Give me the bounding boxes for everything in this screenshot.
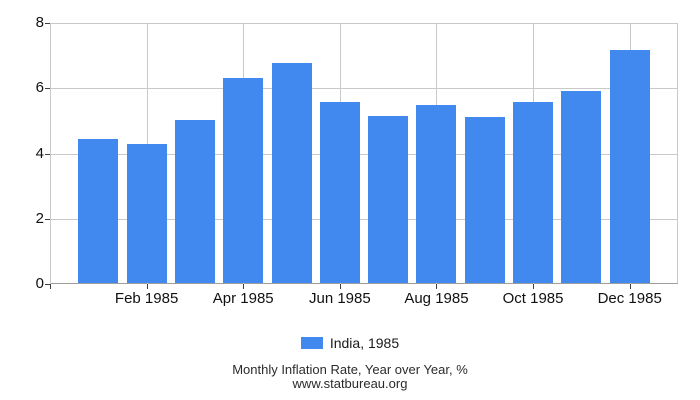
chart-footer: Monthly Inflation Rate, Year over Year, … [0,363,700,391]
x-axis-origin-tick [50,284,51,289]
x-axis-tick-apr-1985 [243,284,245,289]
x-axis-tick-oct-1985 [533,284,535,289]
bar-sep-1985[interactable] [464,116,505,283]
bar-feb-1985[interactable] [126,144,167,283]
plot-area [45,23,678,289]
bar-jun-1985[interactable] [319,101,360,283]
bar-dec-1985[interactable] [609,49,650,283]
y-axis-tick-6 [45,88,50,90]
x-axis-label-aug-1985: Aug 1985 [404,290,469,307]
chart-source: www.statbureau.org [292,376,408,391]
y-axis-label-4: 4 [35,144,44,162]
bar-nov-1985[interactable] [561,90,602,283]
legend: India, 1985 [0,335,700,351]
legend-label-india: India, 1985 [329,335,400,351]
bar-oct-1985[interactable] [513,101,554,283]
y-axis-tick-2 [45,218,50,220]
y-axis-label-8: 8 [35,14,44,31]
x-axis-label-dec-1985: Dec 1985 [597,290,662,307]
x-axis-tick-dec-1985 [629,284,631,289]
y-axis-label-0: 0 [35,275,44,292]
x-axis-label-jun-1985: Jun 1985 [308,290,371,307]
y-gridline-6 [50,88,678,90]
x-axis-tick-aug-1985 [436,284,438,289]
y-axis-label-6: 6 [35,79,44,97]
chart-title: Monthly Inflation Rate, Year over Year, … [232,362,468,377]
bar-may-1985[interactable] [271,62,312,283]
y-gridline-4 [50,153,678,155]
y-axis-tick-0 [45,284,50,285]
x-axis-tick-feb-1985 [146,284,148,289]
x-axis-tick-jun-1985 [339,284,341,289]
x-axis-label-oct-1985: Oct 1985 [502,290,564,307]
plot-left-border [50,23,51,284]
y-axis-tick-8 [45,23,50,24]
x-axis-label-feb-1985: Feb 1985 [114,290,179,307]
bar-jul-1985[interactable] [368,115,409,283]
bar-mar-1985[interactable] [174,119,215,283]
legend-swatch-india [300,337,323,349]
y-gridline-2 [50,218,678,220]
x-axis-label-apr-1985: Apr 1985 [212,290,274,307]
y-gridline-8 [50,23,678,24]
bar-aug-1985[interactable] [416,104,457,283]
bar-jan-1985[interactable] [78,138,119,283]
y-axis-tick-4 [45,153,50,155]
x-axis-line [50,283,678,284]
y-axis-label-2: 2 [35,209,44,227]
bar-apr-1985[interactable] [223,78,264,283]
